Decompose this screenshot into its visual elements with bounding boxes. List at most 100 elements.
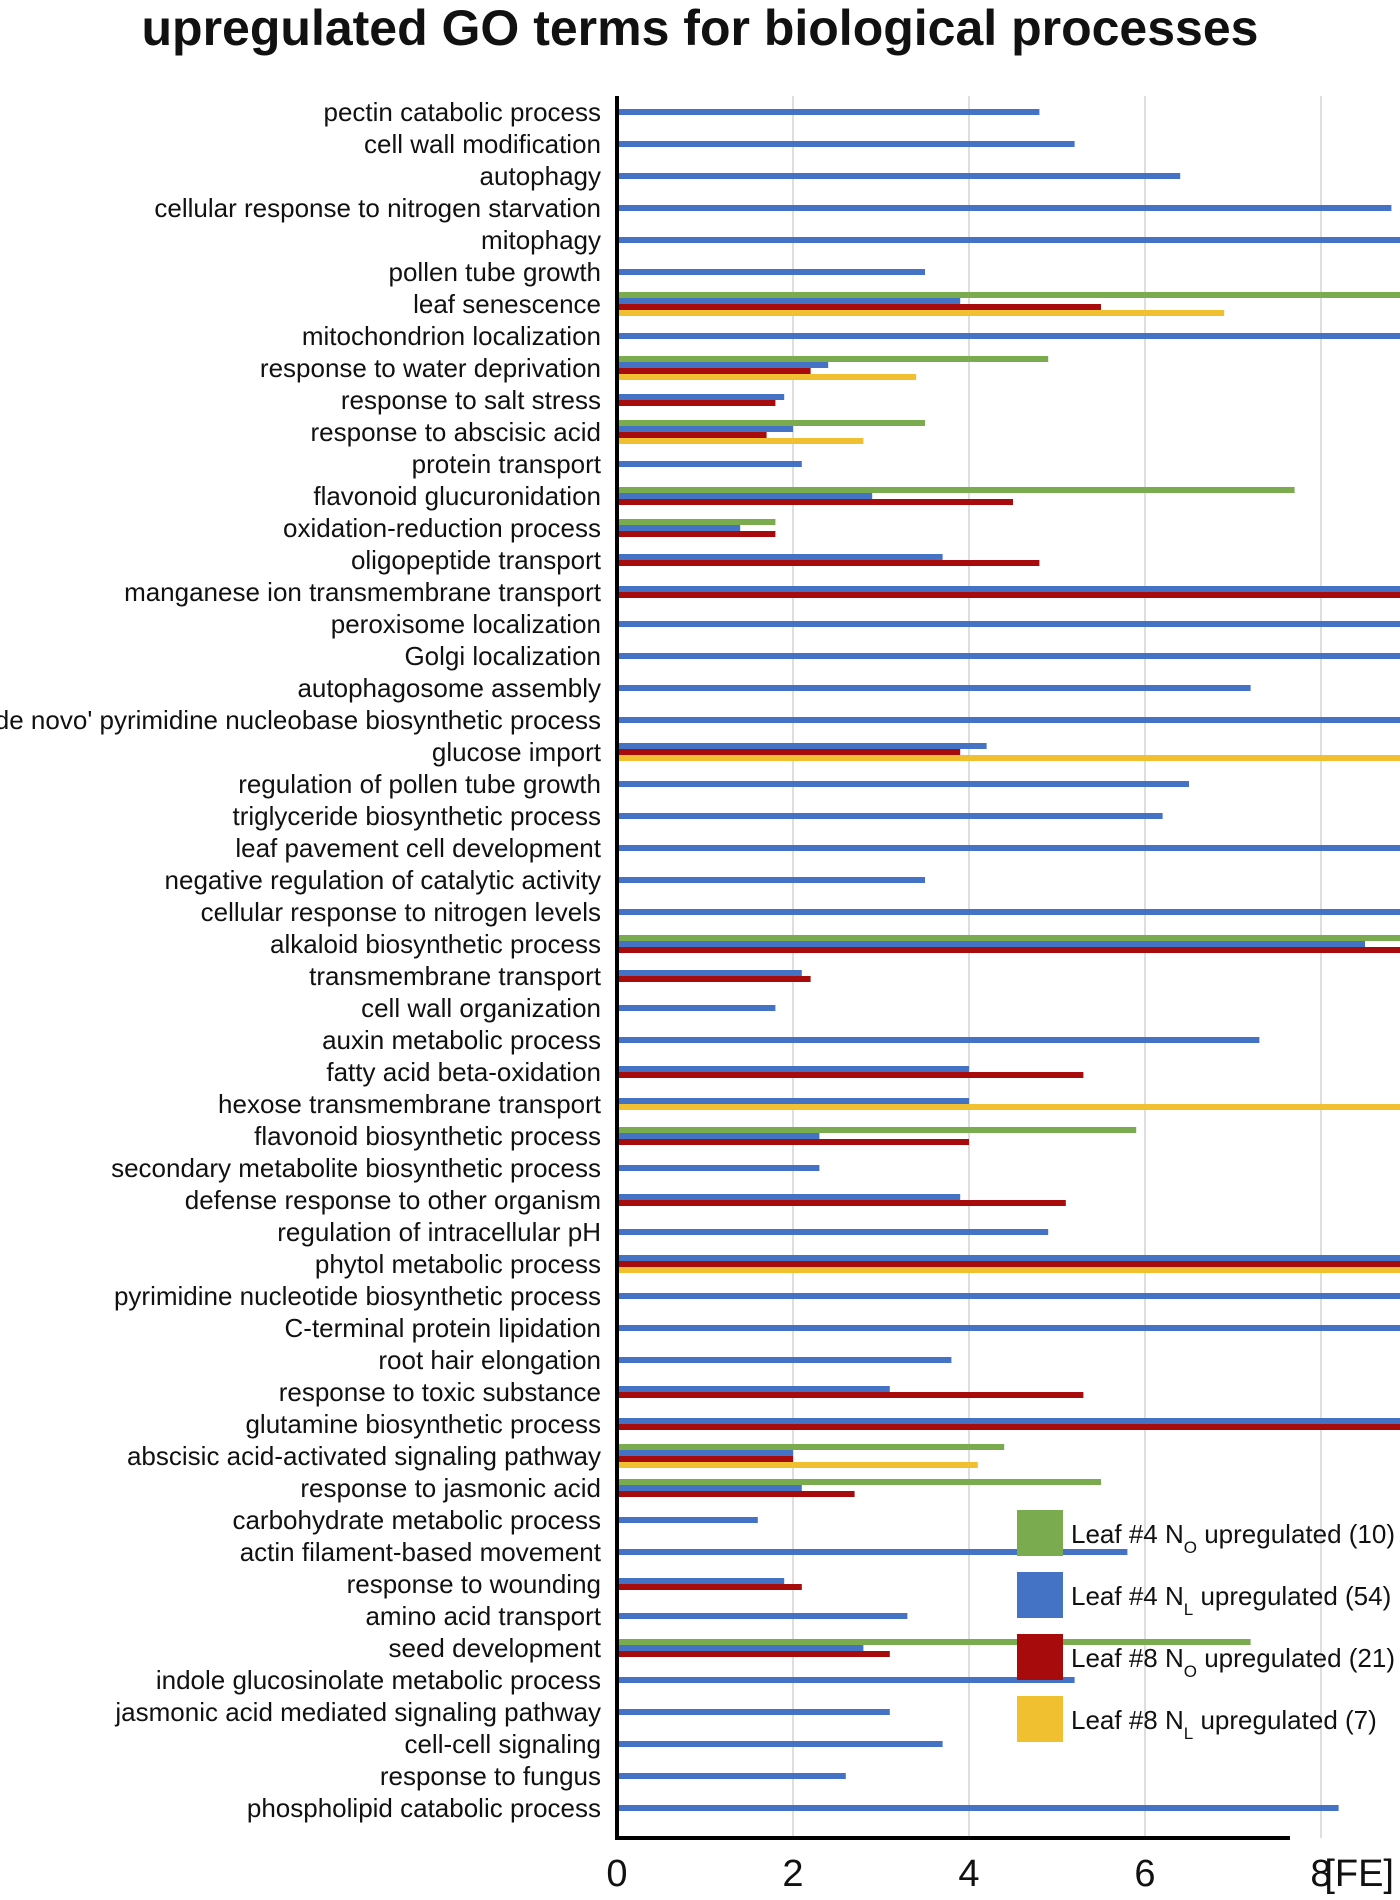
bar-r xyxy=(617,976,811,982)
category-label: flavonoid biosynthetic process xyxy=(254,1121,601,1151)
bar-y xyxy=(617,310,1225,316)
axes: 02468101214[FE] xyxy=(606,96,1394,1895)
x-tick-label: 8 xyxy=(1310,1853,1331,1895)
bar-b xyxy=(617,394,785,400)
legend-label: Leaf #8 NO upregulated (21) xyxy=(1071,1643,1395,1681)
bar-b xyxy=(617,426,793,432)
bar-b xyxy=(617,141,1075,147)
bar-b xyxy=(617,1255,1400,1261)
legend-swatch xyxy=(1017,1696,1063,1742)
bar-g xyxy=(617,519,776,525)
bar-b xyxy=(617,1229,1049,1235)
bar-g xyxy=(617,1479,1101,1485)
bar-b xyxy=(617,205,1392,211)
bar-b xyxy=(617,1098,969,1104)
bar-r xyxy=(617,400,776,406)
bar-b xyxy=(617,1773,846,1779)
legend-swatch xyxy=(1017,1510,1063,1556)
bar-g xyxy=(617,420,925,426)
category-label: glucose import xyxy=(432,737,602,767)
category-label: leaf pavement cell development xyxy=(235,833,601,863)
bar-r xyxy=(617,499,1013,505)
bar-b xyxy=(617,1485,802,1491)
bar-b xyxy=(617,1194,961,1200)
category-label: phytol metabolic process xyxy=(315,1249,601,1279)
bar-b xyxy=(617,813,1163,819)
bar-b xyxy=(617,525,741,531)
bar-y xyxy=(617,755,1400,761)
bar-b xyxy=(617,586,1400,592)
category-label: autophagosome assembly xyxy=(297,673,601,703)
bar-r xyxy=(617,1491,855,1497)
bar-b xyxy=(617,685,1251,691)
category-label: hexose transmembrane transport xyxy=(218,1089,602,1119)
category-label: abscisic acid-activated signaling pathwa… xyxy=(127,1441,601,1471)
bar-b xyxy=(617,1645,864,1651)
category-label: 'de novo' pyrimidine nucleobase biosynth… xyxy=(0,705,601,735)
bar-b xyxy=(617,173,1181,179)
bar-b xyxy=(617,1741,943,1747)
bar-b xyxy=(617,1133,820,1139)
category-label: C-terminal protein lipidation xyxy=(285,1313,601,1343)
bar-y xyxy=(617,1267,1400,1273)
bar-b xyxy=(617,909,1400,915)
bar-b xyxy=(617,1325,1400,1331)
bar-r xyxy=(617,304,1101,310)
bar-b xyxy=(617,653,1400,659)
category-label: actin filament-based movement xyxy=(240,1537,602,1567)
bar-b xyxy=(617,1165,820,1171)
legend-label: Leaf #4 NL upregulated (54) xyxy=(1071,1581,1391,1619)
bar-r xyxy=(617,1200,1066,1206)
bar-b xyxy=(617,941,1365,947)
bar-g xyxy=(617,292,1400,298)
bar-b xyxy=(617,1677,1075,1683)
category-label: pectin catabolic process xyxy=(324,97,601,127)
bar-b xyxy=(617,1549,1128,1555)
category-label: response to abscisic acid xyxy=(311,417,601,447)
category-label: response to salt stress xyxy=(341,385,601,415)
bar-b xyxy=(617,1805,1339,1811)
category-label: response to toxic substance xyxy=(279,1377,601,1407)
bar-g xyxy=(617,356,1049,362)
legend-label: Leaf #4 NO upregulated (10) xyxy=(1071,1519,1395,1557)
category-label: flavonoid glucuronidation xyxy=(313,481,601,511)
bar-r xyxy=(617,432,767,438)
category-label: cellular response to nitrogen levels xyxy=(201,897,601,927)
category-label: pyrimidine nucleotide biosynthetic proce… xyxy=(114,1281,601,1311)
bar-b xyxy=(617,781,1189,787)
category-label: manganese ion transmembrane transport xyxy=(124,577,602,607)
x-tick-label: 6 xyxy=(1134,1853,1155,1895)
bar-r xyxy=(617,1392,1084,1398)
bar-g xyxy=(617,935,1400,941)
x-tick-label: 4 xyxy=(958,1853,979,1895)
legend-swatch xyxy=(1017,1572,1063,1618)
bar-b xyxy=(617,845,1400,851)
bar-b xyxy=(617,362,829,368)
category-label: amino acid transport xyxy=(365,1601,601,1631)
category-label: response to jasmonic acid xyxy=(300,1473,601,1503)
bar-b xyxy=(617,333,1400,339)
bar-r xyxy=(617,1072,1084,1078)
bar-b xyxy=(617,1357,952,1363)
bar-b xyxy=(617,237,1400,243)
category-label: autophagy xyxy=(480,161,601,191)
x-axis-label: [FE] xyxy=(1324,1853,1394,1895)
bar-r xyxy=(617,1261,1400,1267)
bar-r xyxy=(617,1651,890,1657)
bar-g xyxy=(617,1444,1005,1450)
bar-y xyxy=(617,438,864,444)
category-label: response to wounding xyxy=(347,1569,601,1599)
category-label: leaf senescence xyxy=(413,289,601,319)
bar-b xyxy=(617,717,1400,723)
category-label: alkaloid biosynthetic process xyxy=(270,929,601,959)
category-label: regulation of pollen tube growth xyxy=(238,769,601,799)
category-label: mitochondrion localization xyxy=(302,321,601,351)
bar-b xyxy=(617,1293,1400,1299)
bar-b xyxy=(617,1066,969,1072)
category-label: indole glucosinolate metabolic process xyxy=(156,1665,601,1695)
category-label: regulation of intracellular pH xyxy=(277,1217,601,1247)
bar-b xyxy=(617,1709,890,1715)
chart-title: upregulated GO terms for biological proc… xyxy=(141,0,1259,56)
